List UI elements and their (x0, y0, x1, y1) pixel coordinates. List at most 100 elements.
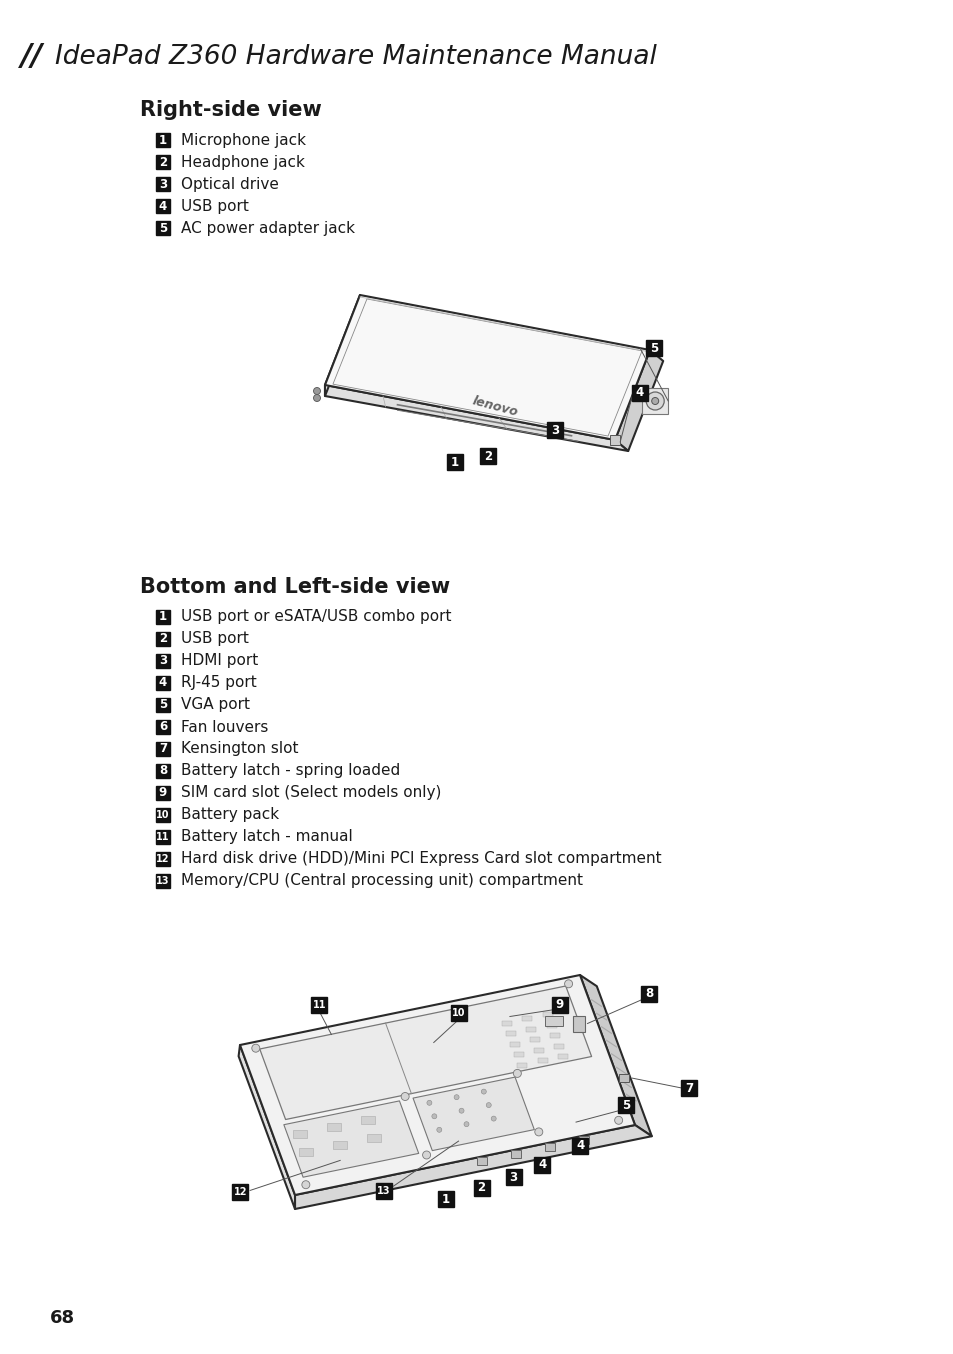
Bar (473, 1179, 489, 1196)
Text: 1: 1 (159, 134, 167, 146)
Polygon shape (325, 295, 649, 440)
Text: 4: 4 (537, 1158, 546, 1171)
Text: 4: 4 (159, 199, 167, 213)
Bar (509, 1041, 519, 1047)
Text: 1: 1 (451, 455, 458, 468)
Bar (311, 997, 327, 1013)
Text: 7: 7 (159, 742, 167, 756)
Text: 4: 4 (576, 1140, 583, 1152)
Polygon shape (579, 975, 651, 1136)
Text: 2: 2 (483, 450, 492, 463)
Polygon shape (238, 1045, 294, 1209)
Text: VGA port: VGA port (181, 697, 250, 712)
Text: Hard disk drive (HDD)/Mini PCI Express Card slot compartment: Hard disk drive (HDD)/Mini PCI Express C… (181, 852, 661, 867)
Bar (293, 1131, 307, 1139)
Text: 8: 8 (644, 987, 653, 1001)
Bar (450, 1005, 466, 1021)
Bar (530, 1037, 539, 1043)
Bar (618, 1097, 634, 1113)
Bar (156, 676, 170, 691)
Bar (299, 1148, 314, 1156)
Bar (367, 1135, 381, 1143)
Bar (501, 1021, 512, 1025)
Bar (156, 873, 170, 888)
Text: 2: 2 (159, 632, 167, 646)
Bar (513, 1052, 523, 1057)
Circle shape (486, 1102, 491, 1108)
Text: 68: 68 (50, 1309, 75, 1327)
Text: lenovo: lenovo (470, 394, 518, 420)
Bar (558, 1055, 568, 1059)
Bar (375, 1183, 391, 1200)
Circle shape (422, 1151, 430, 1159)
Circle shape (314, 394, 320, 402)
Bar (526, 1026, 536, 1032)
Text: //: // (21, 42, 43, 72)
Bar (505, 1170, 521, 1185)
Text: 5: 5 (159, 222, 167, 234)
Bar (572, 1137, 587, 1154)
Text: 10: 10 (156, 810, 170, 821)
Circle shape (436, 1128, 441, 1132)
Polygon shape (259, 986, 591, 1120)
Text: 3: 3 (159, 177, 167, 191)
Bar (631, 385, 647, 401)
Text: Headphone jack: Headphone jack (181, 154, 305, 169)
Circle shape (252, 1044, 259, 1052)
Bar (542, 1011, 552, 1017)
Text: 9: 9 (159, 787, 167, 799)
Bar (156, 177, 170, 191)
Bar (522, 1017, 532, 1021)
Polygon shape (615, 349, 662, 451)
Text: RJ-45 port: RJ-45 port (181, 676, 256, 691)
Text: Battery latch - manual: Battery latch - manual (181, 830, 353, 845)
Circle shape (645, 393, 663, 410)
Text: Kensington slot: Kensington slot (181, 742, 298, 757)
Text: 4: 4 (636, 386, 643, 399)
Circle shape (426, 1101, 432, 1105)
Text: 11: 11 (313, 999, 326, 1010)
Text: 11: 11 (156, 831, 170, 842)
Text: 5: 5 (621, 1098, 630, 1112)
Polygon shape (284, 1101, 418, 1177)
Bar (578, 1136, 588, 1144)
Bar (156, 654, 170, 668)
Circle shape (614, 1116, 622, 1124)
Circle shape (513, 1070, 520, 1078)
Text: 10: 10 (452, 1007, 465, 1017)
Text: 3: 3 (551, 424, 558, 436)
Text: SIM card slot (Select models only): SIM card slot (Select models only) (181, 785, 441, 800)
Bar (645, 340, 661, 356)
Bar (156, 742, 170, 756)
Text: 1: 1 (442, 1193, 450, 1205)
Bar (156, 787, 170, 800)
Text: 5: 5 (159, 699, 167, 711)
Circle shape (463, 1121, 469, 1127)
Bar (517, 1063, 527, 1067)
Text: 6: 6 (159, 720, 167, 734)
Text: Battery latch - spring loaded: Battery latch - spring loaded (181, 764, 400, 779)
Bar (156, 764, 170, 779)
Bar (156, 611, 170, 624)
Bar (232, 1185, 248, 1201)
Bar (610, 435, 619, 445)
Bar (437, 1192, 454, 1208)
Text: Memory/CPU (Central processing unit) compartment: Memory/CPU (Central processing unit) com… (181, 873, 582, 888)
Bar (156, 199, 170, 213)
Bar (546, 422, 562, 437)
Bar (554, 1044, 564, 1048)
Text: USB port: USB port (181, 631, 249, 646)
Text: Microphone jack: Microphone jack (181, 133, 306, 148)
Text: AC power adapter jack: AC power adapter jack (181, 221, 355, 236)
Text: 2: 2 (159, 156, 167, 168)
Bar (327, 1122, 340, 1131)
Bar (505, 1030, 516, 1036)
Bar (156, 154, 170, 169)
Text: 7: 7 (684, 1082, 693, 1094)
Bar (156, 133, 170, 148)
Bar (534, 1156, 550, 1173)
Bar (156, 852, 170, 867)
Text: USB port: USB port (181, 199, 249, 214)
Polygon shape (325, 385, 627, 451)
Text: 3: 3 (159, 654, 167, 668)
